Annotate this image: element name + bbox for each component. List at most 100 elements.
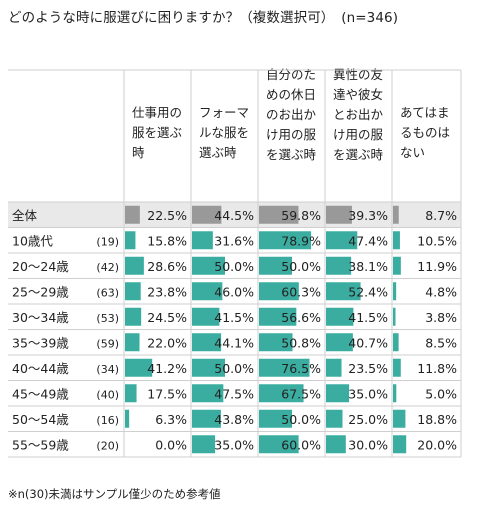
data-bar <box>393 358 401 377</box>
data-bar <box>326 384 350 403</box>
data-bar <box>259 282 299 301</box>
data-label: 17.5% <box>147 387 187 402</box>
data-bar <box>393 333 399 352</box>
data-label: 10.5% <box>417 234 457 249</box>
data-label: 24.5% <box>147 310 187 325</box>
row-label: 55～59歳 <box>12 438 69 453</box>
data-bar <box>125 384 137 403</box>
column-header-line: ルな服を <box>199 125 249 140</box>
data-label: 47.4% <box>348 234 388 249</box>
row-sample-size: (53) <box>96 312 119 325</box>
column-header-line: ない <box>400 145 425 160</box>
row-label: 50～54歳 <box>12 412 69 427</box>
total-row-background <box>8 202 461 228</box>
data-label: 43.8% <box>214 412 254 427</box>
data-bar <box>393 307 396 326</box>
data-label: 8.5% <box>425 336 457 351</box>
data-bar <box>125 358 153 377</box>
column-header-line: 時 <box>132 145 145 160</box>
row-sample-size: (63) <box>96 287 119 300</box>
data-bar <box>326 333 353 352</box>
data-label: 28.6% <box>147 259 187 274</box>
data-label: 35.0% <box>214 438 254 453</box>
data-bar <box>326 231 358 250</box>
data-label: 52.4% <box>348 285 388 300</box>
data-label: 22.5% <box>147 208 187 223</box>
row-label: 10歳代 <box>12 234 53 249</box>
data-bar <box>393 282 397 301</box>
data-label: 50.0% <box>214 259 254 274</box>
data-label: 11.8% <box>417 361 457 376</box>
row-sample-size: (16) <box>96 414 119 427</box>
data-label: 20.0% <box>417 438 457 453</box>
data-bar <box>326 205 352 224</box>
data-bar <box>326 409 343 428</box>
data-bar <box>125 205 140 224</box>
data-bar <box>192 282 223 301</box>
data-bar <box>192 256 225 275</box>
data-bar <box>192 409 221 428</box>
data-label: 46.0% <box>214 285 254 300</box>
column-header-line: を選ぶ時 <box>333 147 384 162</box>
data-bar <box>259 435 299 454</box>
data-label: 35.0% <box>348 387 388 402</box>
row-sample-size: (40) <box>96 389 119 402</box>
data-label: 0.0% <box>155 438 187 453</box>
data-label: 50.8% <box>281 336 321 351</box>
row-label: 全体 <box>12 208 38 223</box>
column-header-line: 異性の友 <box>333 67 383 82</box>
data-bar <box>125 409 130 428</box>
data-label: 23.8% <box>147 285 187 300</box>
row-label: 45～49歳 <box>12 387 69 402</box>
data-label: 18.8% <box>417 412 457 427</box>
data-label: 39.3% <box>348 208 388 223</box>
data-label: 50.0% <box>281 412 321 427</box>
data-label: 67.5% <box>281 387 321 402</box>
data-label: 60.3% <box>281 285 321 300</box>
data-bar <box>192 333 222 352</box>
column-header-line: け用の服 <box>333 127 384 142</box>
row-sample-size: (59) <box>96 338 119 351</box>
data-bar <box>326 358 342 377</box>
data-bar <box>326 256 352 275</box>
column-header-line: 服を選ぶ <box>132 125 182 140</box>
data-label: 5.0% <box>425 387 457 402</box>
data-label: 3.8% <box>425 310 457 325</box>
data-bar <box>125 307 142 326</box>
data-label: 8.7% <box>425 208 457 223</box>
data-label: 78.9% <box>281 234 321 249</box>
column-header-line: 選ぶ時 <box>199 145 237 160</box>
data-bar <box>259 384 304 403</box>
data-bar <box>259 358 310 377</box>
data-bar <box>125 333 140 352</box>
data-bar <box>393 256 401 275</box>
row-sample-size: (19) <box>96 236 119 249</box>
row-sample-size: (34) <box>96 363 119 376</box>
row-label: 20～24歳 <box>12 259 69 274</box>
data-bar <box>259 307 297 326</box>
data-label: 59.8% <box>281 208 321 223</box>
data-bar <box>326 435 346 454</box>
data-label: 31.6% <box>214 234 254 249</box>
data-label: 44.1% <box>214 336 254 351</box>
column-header-line: け用の服 <box>266 127 317 142</box>
column-header-line: のお出か <box>266 107 317 122</box>
data-label: 41.5% <box>348 310 388 325</box>
data-bar <box>259 231 312 250</box>
data-bar <box>192 358 225 377</box>
data-bar <box>393 435 407 454</box>
data-label: 56.6% <box>281 310 321 325</box>
data-bar <box>393 231 400 250</box>
data-bar <box>125 256 144 275</box>
data-bar <box>192 307 220 326</box>
data-label: 40.7% <box>348 336 388 351</box>
data-bar <box>125 282 141 301</box>
data-label: 4.8% <box>425 285 457 300</box>
data-bar <box>393 409 406 428</box>
data-label: 11.9% <box>417 259 457 274</box>
data-label: 30.0% <box>348 438 388 453</box>
data-label: 47.5% <box>214 387 254 402</box>
column-header-line: を選ぶ時 <box>266 147 317 162</box>
data-bar <box>192 435 216 454</box>
